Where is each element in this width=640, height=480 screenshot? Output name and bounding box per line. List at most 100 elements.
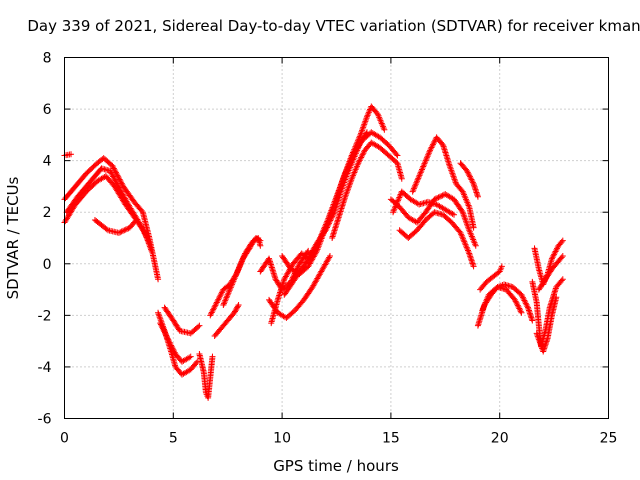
- data-point: [143, 233, 150, 240]
- data-point: [522, 298, 529, 305]
- data-point: [187, 353, 194, 360]
- data-point: [112, 178, 119, 185]
- data-point: [161, 329, 168, 336]
- y-tick-label: 0: [43, 257, 52, 273]
- data-point: [465, 248, 472, 255]
- data-point: [317, 233, 324, 240]
- data-point: [124, 225, 131, 232]
- data-point: [393, 151, 400, 158]
- data-point: [519, 293, 526, 300]
- data-point: [355, 160, 362, 167]
- data-point: [518, 309, 525, 316]
- data-point: [213, 299, 220, 306]
- data-point: [110, 164, 117, 171]
- data-point: [227, 285, 234, 292]
- data-point: [458, 231, 465, 238]
- data-point: [470, 263, 477, 270]
- series-track-24: [474, 281, 536, 329]
- data-point: [112, 168, 119, 175]
- data-point: [451, 211, 458, 218]
- data-point: [227, 284, 234, 291]
- data-point: [559, 276, 566, 283]
- data-point: [462, 241, 469, 248]
- data-point: [463, 243, 470, 250]
- data-point: [357, 155, 364, 162]
- data-point: [394, 198, 401, 205]
- data-point: [409, 188, 416, 195]
- data-point: [358, 153, 365, 160]
- data-point: [160, 327, 167, 334]
- data-point: [468, 176, 475, 183]
- axis-ticks: 0 5 10 15 20 25 -6 -4 -2 0 2 4 6 8: [38, 51, 618, 447]
- data-point: [429, 143, 436, 150]
- data-point: [115, 173, 122, 180]
- data-point: [228, 282, 235, 289]
- data-point: [554, 245, 561, 252]
- data-point: [358, 154, 365, 161]
- data-point: [138, 207, 145, 214]
- data-point: [512, 298, 519, 305]
- data-point: [548, 255, 555, 262]
- data-point: [344, 164, 351, 171]
- data-point: [423, 154, 430, 161]
- data-point: [359, 151, 366, 158]
- data-point: [365, 109, 372, 116]
- x-tick-label: 20: [491, 431, 509, 447]
- data-point: [257, 242, 264, 249]
- data-point: [116, 176, 123, 183]
- data-point: [418, 167, 425, 174]
- data-point: [515, 304, 522, 311]
- data-point: [457, 229, 464, 236]
- data-point: [348, 155, 355, 162]
- y-tick-label: 8: [43, 51, 52, 67]
- data-point: [551, 251, 558, 258]
- series-track-18: [329, 139, 405, 241]
- data-point: [220, 302, 227, 309]
- data-point: [347, 157, 354, 164]
- data-point: [464, 169, 471, 176]
- series-track-23: [457, 160, 481, 200]
- data-point: [304, 249, 311, 256]
- data-point: [159, 324, 166, 331]
- data-point: [390, 207, 397, 214]
- data-point: [460, 235, 467, 242]
- data-point: [142, 231, 149, 238]
- data-point: [355, 158, 362, 165]
- data-point: [171, 348, 178, 355]
- data-point: [115, 184, 122, 191]
- data-point: [208, 310, 215, 317]
- data-point: [167, 341, 174, 348]
- data-point: [466, 172, 473, 179]
- data-point: [321, 225, 328, 232]
- x-tick-label: 0: [60, 431, 69, 447]
- data-point: [209, 308, 216, 315]
- data-point: [193, 360, 200, 367]
- data-point: [522, 300, 529, 307]
- data-point: [222, 297, 229, 304]
- data-point: [514, 302, 521, 309]
- data-point: [427, 145, 434, 152]
- data-point: [221, 299, 228, 306]
- data-point: [418, 166, 425, 173]
- data-point: [233, 305, 240, 312]
- data-point: [122, 226, 129, 233]
- data-point: [553, 247, 560, 254]
- data-point: [355, 136, 362, 143]
- data-point: [392, 203, 399, 210]
- data-point: [422, 157, 429, 164]
- data-point: [141, 230, 148, 237]
- data-point: [415, 173, 422, 180]
- data-point: [116, 185, 123, 192]
- x-tick-label: 15: [382, 431, 400, 447]
- data-point: [424, 153, 431, 160]
- series-track-11: [211, 302, 242, 339]
- data-point: [212, 302, 219, 309]
- data-point: [322, 221, 329, 228]
- data-point: [345, 161, 352, 168]
- plot-frame: [64, 57, 609, 419]
- data-point: [414, 178, 421, 185]
- y-tick-label: 4: [43, 154, 52, 170]
- data-point: [423, 156, 430, 163]
- data-point: [435, 194, 442, 201]
- data-point: [163, 333, 170, 340]
